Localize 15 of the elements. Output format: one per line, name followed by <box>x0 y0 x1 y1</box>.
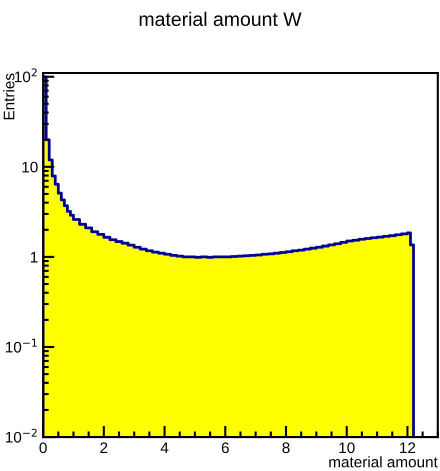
x-tick-label: 12 <box>400 442 416 454</box>
y-tick-label: 10$^{2}$ <box>14 68 37 82</box>
x-tick-label: 2 <box>100 442 108 454</box>
y-tick-label: 10$^{−2}$ <box>6 428 37 443</box>
y-tick-label: 10$^{−1}$ <box>6 338 37 353</box>
x-tick-label: 6 <box>222 442 229 454</box>
x-axis-title: material amount <box>329 456 438 468</box>
x-tick-label: 0 <box>39 442 47 454</box>
x-tick-label: 10 <box>339 442 355 454</box>
x-tick-label: 4 <box>160 442 168 454</box>
y-axis-title: Entries <box>3 74 14 120</box>
y-tick-label: 10 <box>22 162 38 173</box>
y-tick-label: 1 <box>30 252 38 262</box>
x-tick-label: 8 <box>282 442 290 454</box>
chart-title: material amount W <box>140 12 302 26</box>
